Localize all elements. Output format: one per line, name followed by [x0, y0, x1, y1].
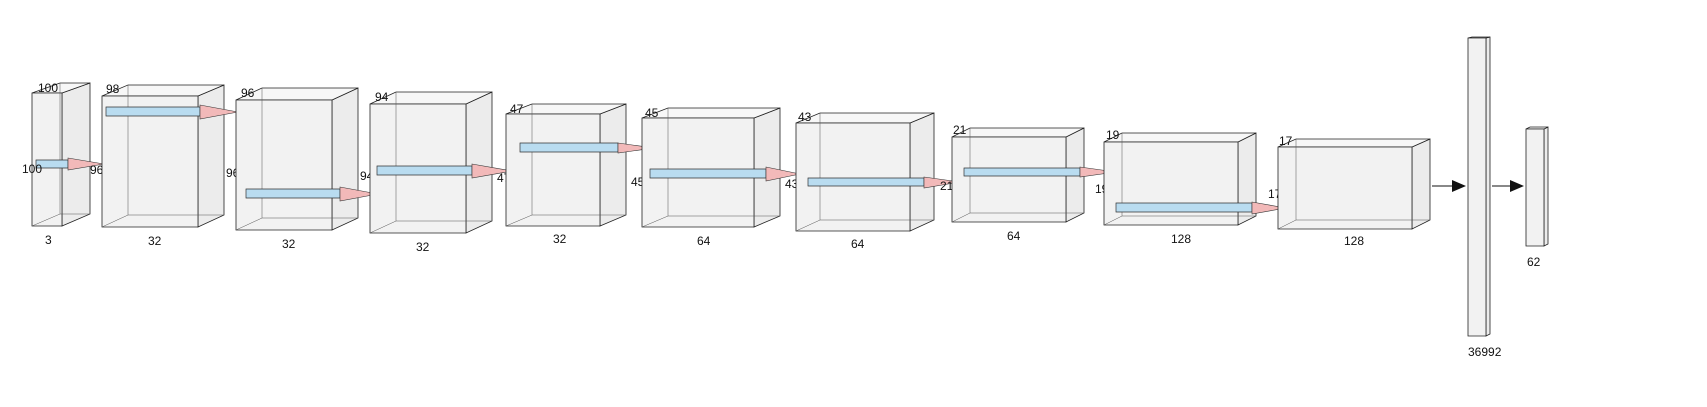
- dense-flatten: [1467, 36, 1491, 337]
- kernel-conv6: [1115, 201, 1287, 215]
- dense-output-label: 62: [1527, 255, 1541, 269]
- kernel-conv2: [245, 186, 379, 202]
- layer-conv1-kernel-out-label: 96: [90, 163, 104, 177]
- dense-flatten-label: 36992: [1468, 345, 1502, 359]
- layer-conv5-channels-label: 64: [851, 237, 865, 251]
- layer-pool1-channels-label: 32: [553, 232, 567, 246]
- layer-input-height-label: 100: [22, 162, 42, 176]
- layer-pool2: [951, 127, 1085, 223]
- layer-input-channels-label: 3: [45, 233, 52, 247]
- layer-conv5-depth-label: 43: [798, 110, 812, 124]
- layer-conv1-channels-label: 32: [148, 234, 162, 248]
- kernel-pool1: [519, 142, 655, 154]
- layer-conv3-channels-label: 32: [416, 240, 430, 254]
- layer-conv5-height-label-left: 43: [785, 177, 799, 191]
- layer-conv4: [641, 107, 781, 228]
- layer-pool2-height-label-left: 21: [940, 179, 954, 193]
- layer-conv1: [101, 84, 225, 228]
- layer-conv4-channels-label: 64: [697, 234, 711, 248]
- layer-input: [31, 82, 91, 227]
- layer-pool1-depth-label: 47: [510, 102, 524, 116]
- layer-conv4-height-label-left: 45: [631, 175, 645, 189]
- layer-conv3: [369, 91, 493, 234]
- layer-conv1-depth-label: 98: [106, 82, 120, 96]
- layer-conv5: [795, 112, 935, 232]
- layer-pool1: [505, 103, 627, 227]
- layer-conv7-channels-label: 128: [1344, 234, 1364, 248]
- layer-pool2-channels-label: 64: [1007, 229, 1021, 243]
- layer-conv7-depth-label: 17: [1279, 134, 1293, 148]
- kernel-conv5: [807, 176, 961, 189]
- arrow-to-output: [1492, 180, 1524, 192]
- kernel-input: [35, 157, 105, 171]
- layer-conv6-depth-label: 19: [1106, 128, 1120, 142]
- layer-conv2: [235, 87, 359, 231]
- layer-conv3-depth-label: 94: [375, 90, 389, 104]
- kernel-conv1: [105, 104, 239, 120]
- layer-conv2-channels-label: 32: [282, 237, 296, 251]
- arrow-to-flatten: [1432, 180, 1466, 192]
- dense-output: [1525, 126, 1549, 247]
- kernel-conv3: [376, 163, 513, 179]
- layer-conv4-depth-label: 45: [645, 106, 659, 120]
- kernel-conv4: [649, 166, 801, 182]
- layer-input-depth-label: 100: [38, 81, 58, 95]
- kernel-pool2: [963, 166, 1117, 178]
- layer-pool2-depth-label: 21: [953, 123, 967, 137]
- layer-conv2-depth-label: 96: [241, 86, 255, 100]
- layer-conv7: [1277, 138, 1431, 230]
- layer-conv6-channels-label: 128: [1171, 232, 1191, 246]
